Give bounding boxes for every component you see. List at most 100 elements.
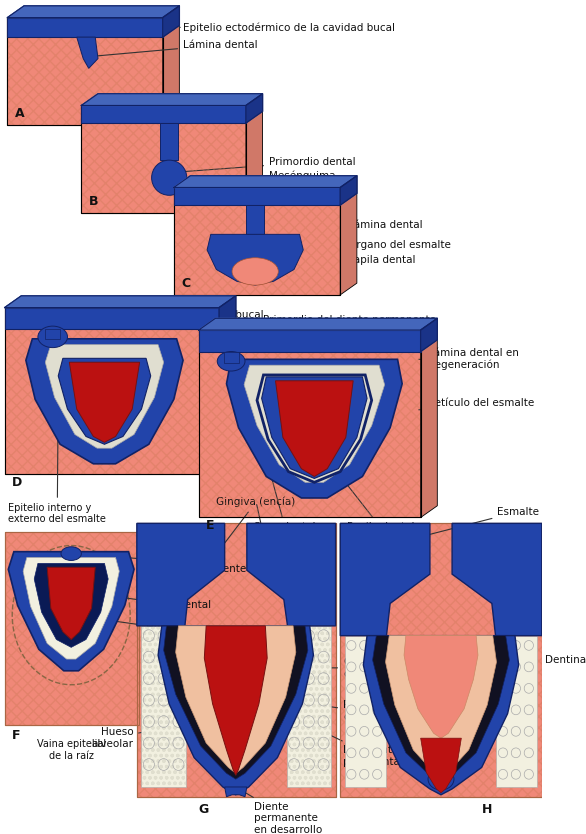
Polygon shape (8, 6, 179, 18)
Bar (137, 524, 336, 796)
Polygon shape (207, 234, 303, 285)
Polygon shape (163, 6, 179, 37)
Polygon shape (363, 636, 519, 795)
Bar (137, 524, 336, 796)
Bar (287, 626, 331, 787)
Polygon shape (8, 6, 179, 18)
Polygon shape (174, 176, 357, 188)
Text: Lámina dental en
degeneración: Lámina dental en degeneración (419, 349, 519, 370)
Ellipse shape (152, 160, 187, 195)
Text: D: D (12, 475, 22, 489)
Polygon shape (69, 362, 139, 442)
Text: Primordio dental: Primordio dental (183, 157, 356, 172)
Text: B: B (88, 195, 98, 208)
Text: Órgano del esmalte: Órgano del esmalte (299, 238, 451, 259)
Polygon shape (421, 738, 461, 793)
Polygon shape (246, 93, 263, 123)
Polygon shape (163, 6, 179, 125)
Bar (5, 308, 219, 474)
Text: G: G (198, 802, 209, 816)
Text: Epitelio bucal: Epitelio bucal (193, 310, 264, 320)
Text: Epitelio interno y
externo del esmalte: Epitelio interno y externo del esmalte (8, 400, 106, 525)
Bar (5, 308, 219, 474)
Polygon shape (340, 524, 430, 636)
Text: Esmalte: Esmalte (430, 506, 539, 535)
Text: Papila dental: Papila dental (327, 460, 414, 532)
Polygon shape (81, 93, 263, 105)
Text: Saco dental: Saco dental (254, 440, 316, 532)
Polygon shape (45, 344, 163, 448)
Bar (8, 18, 163, 125)
Text: Capa
odontoblástica: Capa odontoblástica (296, 657, 420, 679)
Polygon shape (163, 626, 308, 779)
Text: Diente
permanente
en desarrollo: Diente permanente en desarrollo (238, 788, 322, 834)
Polygon shape (340, 176, 357, 205)
Polygon shape (421, 319, 437, 351)
Polygon shape (421, 319, 437, 517)
Polygon shape (174, 176, 357, 188)
Bar (345, 636, 386, 787)
Text: Papila dental: Papila dental (275, 254, 415, 271)
Bar (8, 18, 163, 37)
Bar (287, 626, 331, 787)
Text: Retículo del esmalte: Retículo del esmalte (419, 399, 534, 409)
Bar (81, 105, 246, 213)
Bar (45, 329, 60, 339)
Text: Gingiva (encía): Gingiva (encía) (200, 496, 296, 575)
Polygon shape (340, 176, 357, 295)
Bar (224, 351, 239, 364)
Polygon shape (8, 551, 134, 671)
Polygon shape (373, 636, 509, 782)
Text: Lámina dental: Lámina dental (91, 40, 258, 57)
Text: Pulpa dental: Pulpa dental (91, 593, 211, 610)
Bar (246, 205, 264, 234)
Text: Primordio del
diente permanente: Primordio del diente permanente (81, 553, 246, 574)
Polygon shape (5, 296, 236, 308)
Polygon shape (246, 93, 263, 213)
Polygon shape (199, 319, 437, 330)
Text: Hueso: Hueso (109, 620, 179, 633)
Text: Pulpa
dental: Pulpa dental (264, 697, 376, 721)
Bar (137, 524, 336, 796)
Polygon shape (219, 296, 236, 474)
Bar (199, 330, 421, 517)
Polygon shape (205, 626, 267, 776)
Text: Epitelio ectodérmico de la cavidad bucal: Epitelio ectodérmico de la cavidad bucal (179, 22, 395, 33)
Text: H: H (482, 802, 492, 816)
Polygon shape (58, 359, 151, 445)
Polygon shape (158, 626, 314, 795)
Polygon shape (244, 365, 384, 482)
Polygon shape (227, 359, 402, 498)
Bar (174, 188, 340, 295)
Polygon shape (452, 524, 542, 636)
Bar (340, 524, 542, 796)
Text: Mesénquima: Mesénquima (176, 170, 336, 187)
Bar (5, 532, 139, 726)
Polygon shape (47, 567, 96, 640)
Text: E: E (206, 520, 214, 532)
Polygon shape (81, 93, 263, 105)
Polygon shape (224, 787, 247, 796)
Polygon shape (247, 524, 336, 626)
Ellipse shape (38, 326, 67, 348)
Polygon shape (261, 377, 367, 479)
Bar (174, 188, 340, 205)
Ellipse shape (428, 768, 454, 790)
Bar (141, 626, 186, 787)
Bar (340, 524, 542, 796)
Ellipse shape (61, 547, 81, 560)
Polygon shape (275, 381, 353, 476)
Text: Dentina: Dentina (546, 655, 586, 665)
Polygon shape (176, 626, 296, 773)
Polygon shape (404, 636, 478, 738)
Bar (199, 330, 421, 351)
Bar (5, 532, 139, 726)
Bar (8, 18, 163, 125)
Text: F: F (12, 730, 21, 742)
Ellipse shape (217, 351, 245, 371)
Text: A: A (15, 107, 25, 120)
Bar (5, 308, 219, 329)
Bar (81, 105, 246, 213)
Polygon shape (199, 319, 437, 330)
Polygon shape (386, 636, 496, 777)
